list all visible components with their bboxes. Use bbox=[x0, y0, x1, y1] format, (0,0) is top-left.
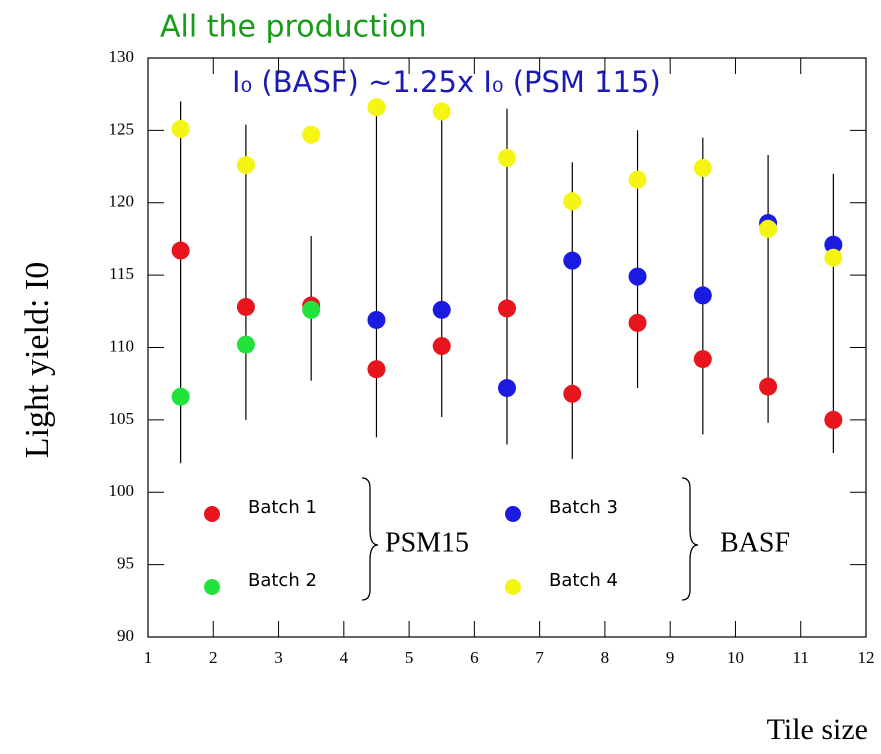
x-tick-label: 8 bbox=[601, 648, 610, 667]
x-tick-label: 2 bbox=[209, 648, 218, 667]
legend-marker bbox=[505, 506, 521, 522]
x-tick-label: 12 bbox=[858, 648, 875, 667]
point bbox=[367, 360, 386, 379]
point bbox=[563, 251, 582, 270]
y-tick-label: 90 bbox=[117, 626, 134, 645]
point bbox=[824, 410, 843, 429]
point bbox=[628, 170, 647, 189]
legend-label: Batch 3 bbox=[549, 497, 618, 518]
point bbox=[432, 300, 451, 319]
x-tick-label: 4 bbox=[340, 648, 349, 667]
x-tick-label: 6 bbox=[470, 648, 479, 667]
legend-marker bbox=[204, 579, 220, 595]
legend-group-label: PSM15 bbox=[385, 527, 469, 558]
point bbox=[236, 156, 255, 175]
point bbox=[432, 337, 451, 356]
legend-brace bbox=[361, 477, 379, 601]
y-axis-title: Light yield: I0 bbox=[19, 262, 56, 458]
x-tick-label: 9 bbox=[666, 648, 675, 667]
point bbox=[693, 350, 712, 369]
x-tick-label: 11 bbox=[793, 648, 809, 667]
chart-title: All the production bbox=[160, 10, 427, 45]
point bbox=[171, 119, 190, 138]
point bbox=[563, 192, 582, 211]
point bbox=[563, 384, 582, 403]
y-tick-label: 130 bbox=[109, 47, 135, 66]
legend-marker bbox=[204, 506, 220, 522]
x-axis-title: Tile size bbox=[767, 713, 868, 746]
y-tick-label: 105 bbox=[109, 409, 135, 428]
point bbox=[432, 102, 451, 121]
y-tick-label: 120 bbox=[109, 192, 135, 211]
legend-marker bbox=[505, 579, 521, 595]
y-tick-label: 95 bbox=[117, 554, 134, 573]
point bbox=[302, 125, 321, 144]
annotation: I₀ (BASF) ~1.25x I₀ (PSM 115) bbox=[232, 65, 661, 99]
x-tick-label: 10 bbox=[727, 648, 744, 667]
x-tick-label: 5 bbox=[405, 648, 414, 667]
point bbox=[759, 377, 778, 396]
point bbox=[171, 241, 190, 260]
legend-group-label: BASF bbox=[720, 527, 790, 558]
y-tick-label: 100 bbox=[109, 481, 135, 500]
legend-brace bbox=[681, 477, 699, 601]
point bbox=[693, 159, 712, 178]
y-tick-label: 110 bbox=[109, 336, 134, 355]
point bbox=[498, 379, 516, 398]
point bbox=[824, 248, 843, 267]
point bbox=[824, 235, 843, 254]
point bbox=[236, 335, 255, 354]
point bbox=[367, 310, 386, 329]
point bbox=[367, 98, 386, 117]
legend-label: Batch 1 bbox=[248, 497, 317, 518]
y-tick-label: 115 bbox=[109, 264, 134, 283]
x-tick-label: 1 bbox=[144, 648, 153, 667]
x-tick-label: 3 bbox=[274, 648, 283, 667]
y-tick-label: 125 bbox=[109, 119, 135, 138]
legend-label: Batch 2 bbox=[248, 570, 317, 591]
point bbox=[171, 387, 190, 406]
point bbox=[628, 267, 647, 286]
point bbox=[302, 300, 321, 319]
legend-label: Batch 4 bbox=[549, 570, 618, 591]
x-tick-label: 7 bbox=[535, 648, 544, 667]
point bbox=[628, 313, 647, 332]
point bbox=[498, 299, 516, 318]
point bbox=[498, 148, 516, 167]
point bbox=[693, 286, 712, 305]
point bbox=[759, 219, 778, 238]
point bbox=[236, 297, 255, 316]
